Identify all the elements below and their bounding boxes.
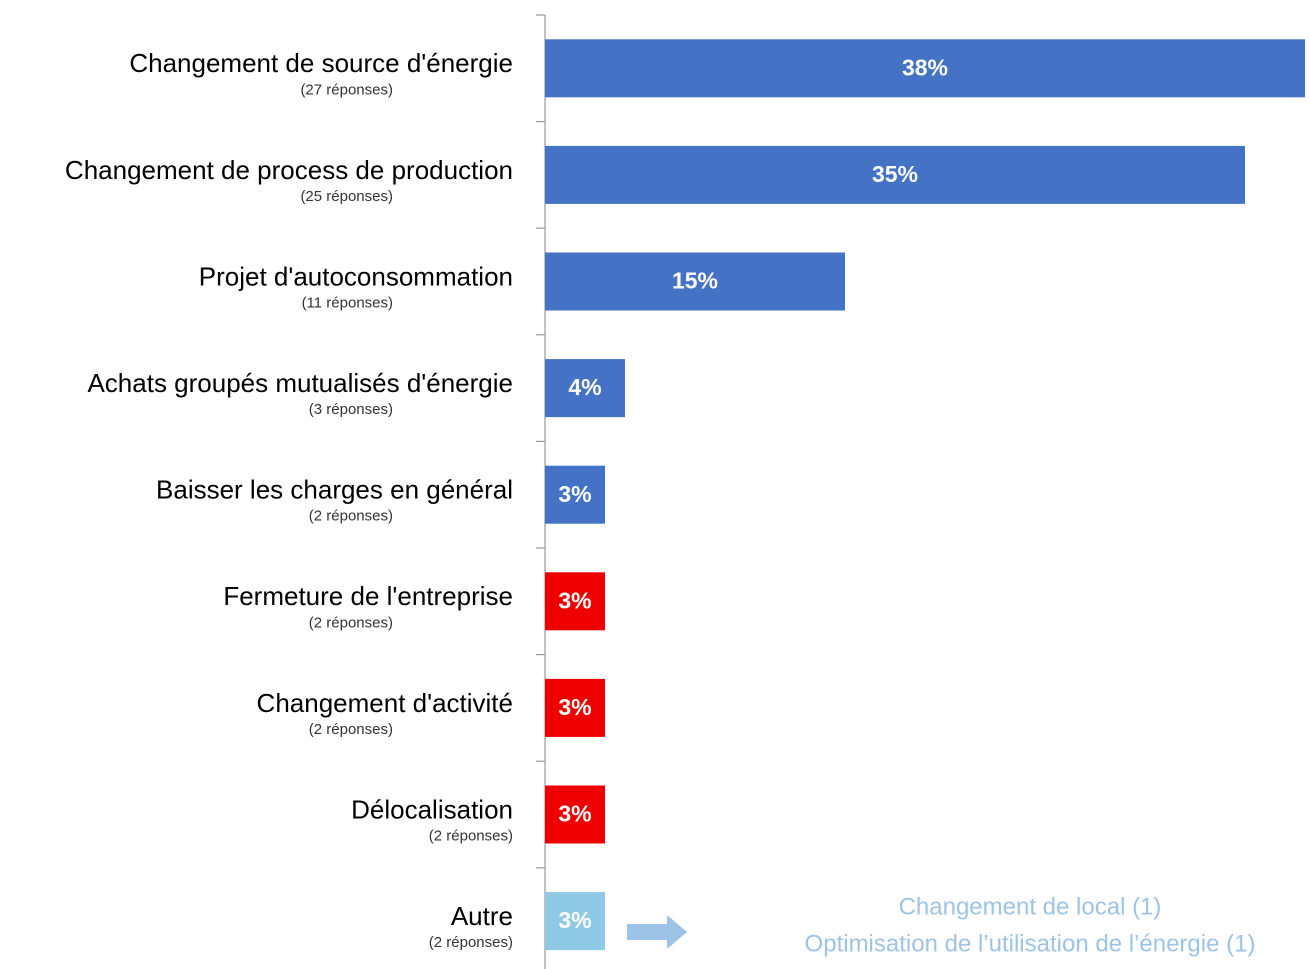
value-label: 3% [558, 694, 591, 720]
bar [545, 252, 845, 311]
bar [545, 465, 605, 524]
category-note: (11 réponses) [302, 294, 393, 311]
value-label: 3% [558, 481, 591, 507]
value-label: 3% [558, 801, 591, 827]
category-note: (2 réponses) [429, 934, 513, 951]
arrow [627, 915, 687, 949]
category-label: Fermeture de l'entreprise [223, 581, 513, 611]
category-note: (3 réponses) [309, 401, 393, 418]
bar [545, 359, 625, 418]
category-label: Achats groupés mutualisés d'énergie [87, 368, 513, 398]
bar [545, 678, 605, 737]
value-label: 3% [558, 907, 591, 933]
category-note: (27 réponses) [300, 81, 393, 98]
category-label: Changement d'activité [257, 688, 513, 718]
value-label: 15% [672, 268, 718, 294]
category-note: (2 réponses) [429, 827, 513, 844]
value-label: 35% [872, 161, 918, 187]
category-label: Projet d'autoconsommation [199, 261, 513, 291]
category-note: (2 réponses) [309, 508, 393, 525]
category-label: Délocalisation [351, 794, 513, 824]
category-label: Autre [451, 901, 513, 931]
category-label: Changement de process de production [65, 155, 513, 185]
annotation: Changement de local (1) [899, 893, 1162, 920]
bar [545, 785, 605, 844]
category-label: Baisser les charges en général [156, 475, 513, 505]
bar [545, 145, 1245, 204]
category-note: (25 réponses) [300, 188, 393, 205]
bar [545, 39, 1305, 98]
bar [545, 572, 605, 631]
value-label: 38% [902, 54, 948, 80]
bar [545, 892, 605, 951]
category-label: Changement de source d'énergie [129, 48, 513, 78]
category-note: (2 réponses) [309, 721, 393, 738]
value-label: 4% [568, 374, 601, 400]
value-label: 3% [558, 587, 591, 613]
category-note: (2 réponses) [309, 614, 393, 631]
annotation: Optimisation de l’utilisation de l’énerg… [805, 930, 1256, 957]
